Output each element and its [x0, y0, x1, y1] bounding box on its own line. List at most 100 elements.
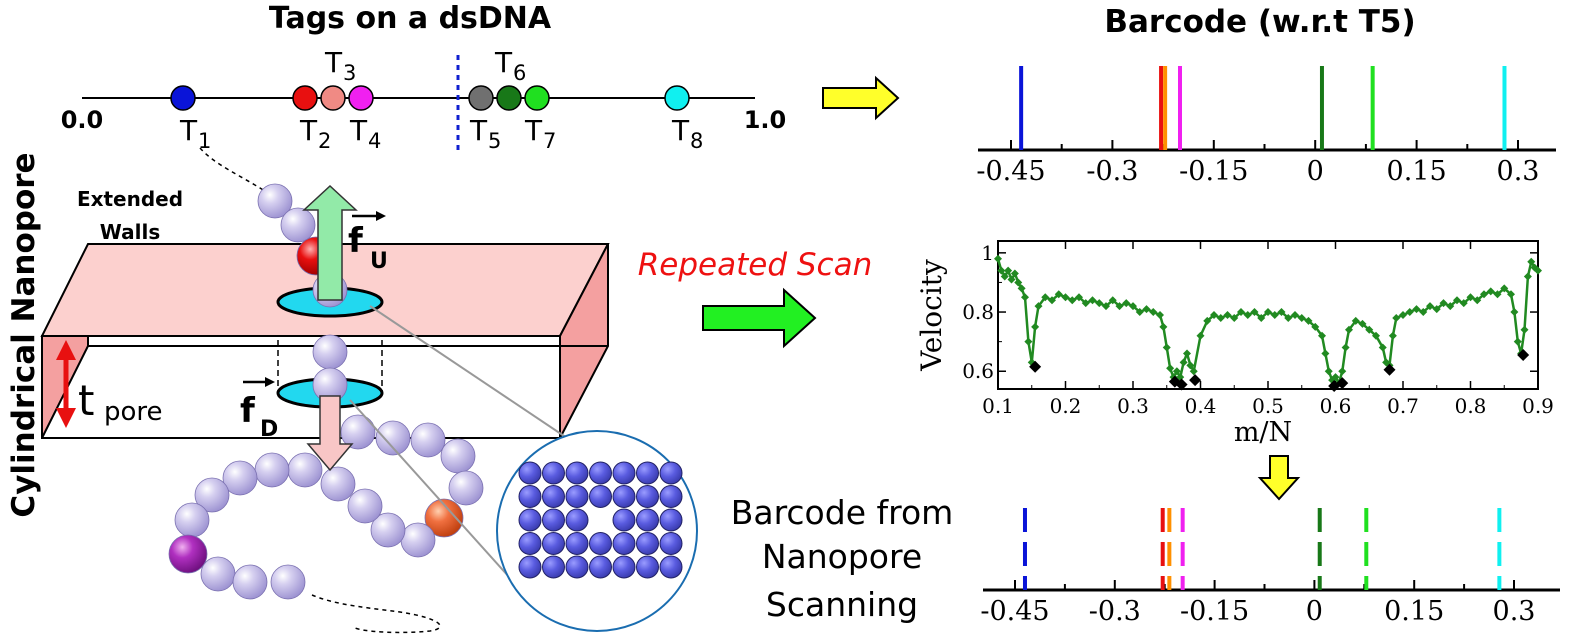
tag-labels: T 1 T 2T 3T 4 T 5T 6T 7 T 8 — [179, 46, 703, 153]
tag-label-sub-3: 3 — [343, 61, 356, 85]
velocity-point — [1351, 316, 1360, 325]
velocity-point — [1318, 331, 1326, 340]
pore-atom — [565, 485, 589, 508]
force-up-vec-head — [376, 211, 386, 221]
axis-end-label: 1.0 — [744, 106, 787, 134]
dna-bead — [174, 502, 210, 538]
velocity-point — [1075, 293, 1083, 302]
dna-bead — [400, 522, 436, 558]
pore-atom — [636, 508, 659, 532]
thickness-arrowhead-up — [56, 340, 76, 360]
velocity-point — [1108, 296, 1117, 305]
pore-atom — [589, 485, 612, 508]
pore-atom — [518, 508, 542, 532]
barcode-tick-label: 0.3 — [1497, 156, 1540, 187]
barcode-tick-label: 0.3 — [1493, 596, 1536, 627]
velocity-minimum-marker — [1175, 378, 1188, 391]
walls-label-line1: Extended — [77, 187, 183, 211]
velocity-point — [1041, 293, 1050, 302]
velocity-point — [1159, 322, 1168, 331]
y-tick-label: 1 — [981, 241, 994, 265]
y-axis-label: Velocity — [915, 259, 948, 372]
y-tick-label: 0.8 — [962, 300, 994, 324]
tag-label-sub-8: 8 — [690, 129, 703, 153]
force-up-arrow — [302, 184, 358, 301]
tpore-label: t — [78, 376, 94, 425]
velocity-point — [1189, 367, 1198, 376]
velocity-point — [1216, 313, 1225, 322]
barcode-tick-label: -0.45 — [976, 156, 1045, 187]
velocity-point — [1081, 299, 1090, 308]
velocity-point — [1196, 331, 1205, 340]
velocity-point — [1466, 293, 1475, 302]
velocity-point — [1426, 302, 1434, 311]
pore-atom — [612, 508, 636, 532]
dna-tail-bottom — [311, 594, 441, 634]
velocity-point — [1523, 272, 1532, 281]
pore-atom — [612, 532, 636, 555]
velocity-point — [1149, 308, 1158, 317]
velocity-point — [1223, 311, 1232, 319]
dna-tail-top — [199, 147, 269, 194]
tag-marker-8 — [664, 85, 690, 111]
pore-grid-atoms — [518, 461, 683, 579]
velocity-point — [1021, 293, 1029, 302]
tag-label-5: T — [469, 114, 488, 147]
velocity-point — [1162, 343, 1171, 352]
velocity-point — [1291, 311, 1299, 319]
velocity-point — [1004, 266, 1013, 275]
velocity-point — [1534, 266, 1542, 275]
barcode-tick-label: 0 — [1307, 156, 1324, 187]
pore-opening — [589, 508, 612, 532]
yellow-arrow — [822, 75, 900, 121]
velocity-point — [1372, 331, 1380, 340]
tag-label-2: T — [299, 114, 318, 147]
dna-bead — [270, 564, 306, 600]
velocity-point — [1166, 364, 1175, 373]
velocity-point — [1507, 290, 1515, 299]
tag-label-sub-2: 2 — [318, 129, 331, 153]
pore-atom — [612, 555, 636, 579]
velocity-minimum-marker — [1336, 377, 1349, 390]
velocity-point — [1419, 308, 1428, 317]
tag-label-sub-7: 7 — [543, 129, 556, 153]
barcode-from-label-3: Scanning — [766, 585, 918, 624]
dna-bead — [232, 564, 268, 600]
pore-atom — [565, 555, 589, 579]
orange-tag-bead — [424, 498, 464, 538]
velocity-point — [1017, 284, 1026, 293]
barcode-from-label-1: Barcode from — [731, 493, 954, 532]
velocity-point — [1277, 308, 1286, 317]
dna-bead — [287, 452, 323, 488]
velocity-point — [1439, 299, 1448, 308]
velocity-point — [1297, 313, 1306, 322]
pore-atom — [659, 532, 683, 555]
pore-atom — [518, 485, 542, 508]
tag-markers — [170, 85, 690, 111]
velocity-point — [1095, 299, 1104, 308]
velocity-point — [1321, 349, 1330, 358]
dna-bead — [200, 556, 236, 592]
tag-marker-4 — [348, 85, 374, 111]
velocity-point — [1412, 305, 1421, 314]
velocity-point — [1179, 358, 1188, 367]
velocity-point — [997, 266, 1006, 275]
dna-bead — [254, 452, 290, 488]
dna-bead — [194, 477, 230, 513]
velocity-series-line — [996, 258, 1539, 387]
tag-marker-2 — [292, 85, 318, 111]
velocity-point — [1186, 361, 1195, 370]
velocity-point — [1024, 337, 1033, 346]
tag-marker-1 — [170, 85, 196, 111]
pore-atom — [636, 532, 659, 555]
pore-atom — [589, 555, 612, 579]
purple-tag-bead — [168, 534, 208, 574]
pore-atom — [659, 461, 683, 485]
velocity-point — [1510, 308, 1519, 317]
walls-label-line2: Walls — [100, 220, 160, 244]
dna-bead — [222, 460, 258, 496]
velocity-point — [1115, 302, 1124, 311]
tag-marker-6 — [496, 85, 522, 111]
tag-label-sub-6: 6 — [513, 61, 526, 85]
force-up-label: f — [348, 221, 364, 261]
